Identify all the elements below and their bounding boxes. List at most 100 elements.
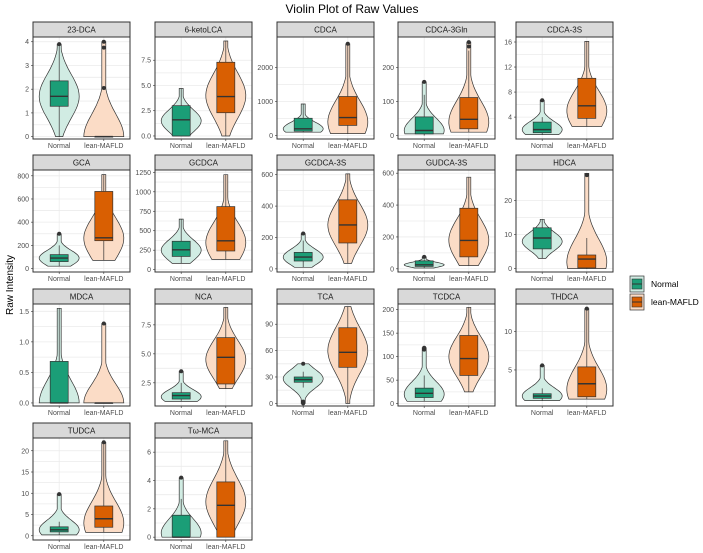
y-tick-label: 200 [382, 234, 394, 241]
y-tick-label: 2.5 [141, 108, 151, 115]
box [94, 191, 114, 242]
legend-label: lean-MAFLD [651, 297, 699, 307]
facet-panel: 0 200 400 600 800 Normal lean-MAFLD GCA [17, 154, 131, 283]
box [338, 199, 358, 244]
x-tick-label: lean-MAFLD [206, 143, 245, 150]
facet-strip [515, 154, 614, 171]
outlier-point [101, 86, 106, 90]
y-tick-label: 0 [147, 267, 151, 274]
chart-title: Violin Plot of Raw Values [286, 2, 419, 16]
y-tick-label: 1000 [257, 99, 273, 106]
facet-panel: 0 2 4 6 Normal lean-MAFLD Tω-MCA [147, 422, 253, 551]
y-tick-label: 6 [147, 450, 151, 457]
facet-title: GCDCA [189, 159, 219, 168]
y-tick-label: 4 [25, 39, 29, 46]
y-tick-label: 2 [25, 87, 29, 94]
y-tick-label: 5 [508, 367, 512, 374]
y-tick-label: 20 [21, 448, 29, 455]
x-tick-label: lean-MAFLD [206, 410, 245, 417]
facet-panel: 2.5 5.0 7.5 Normal lean-MAFLD NCA [141, 288, 253, 417]
facet-title: GUDCA-3S [426, 159, 467, 168]
x-tick-label: lean-MAFLD [206, 276, 245, 283]
box [459, 97, 479, 130]
facet-strip [154, 154, 253, 171]
y-axis-label: Raw Intensity [5, 255, 16, 315]
y-tick-label: 750 [139, 209, 151, 216]
facet-title: CDCA-3S [547, 26, 582, 35]
facet-panel: 0 1 2 3 4 Normal lean-MAFLD 23-DCA [25, 21, 131, 150]
y-tick-label: 4 [147, 478, 151, 485]
violin-1 [566, 173, 608, 269]
x-tick-label: lean-MAFLD [84, 544, 123, 551]
facet-strip [32, 21, 131, 38]
outlier-point [57, 492, 62, 497]
box [216, 61, 236, 114]
x-tick-label: lean-MAFLD [328, 143, 367, 150]
y-tick-label: 400 [382, 203, 394, 210]
box [532, 121, 552, 134]
outlier-point [179, 475, 184, 480]
box [49, 80, 69, 107]
box [94, 505, 114, 528]
x-tick-label: Normal [531, 410, 554, 417]
y-tick-label: 90 [265, 322, 273, 329]
facet-panel: 4 8 12 16 Normal lean-MAFLD CDCA-3S [504, 21, 614, 150]
box [577, 77, 597, 119]
y-tick-label: 400 [17, 220, 29, 227]
x-tick-label: lean-MAFLD [328, 276, 367, 283]
facet-strip [515, 288, 614, 305]
outlier-point [101, 321, 106, 326]
y-tick-label: 150 [382, 331, 394, 338]
y-tick-label: 10 [21, 491, 29, 498]
violin-1 [83, 323, 125, 404]
x-tick-label: lean-MAFLD [567, 410, 606, 417]
y-tick-label: 1000 [135, 189, 151, 196]
y-tick-label: 200 [382, 65, 394, 72]
x-tick-label: Normal [413, 276, 436, 283]
box [216, 206, 236, 252]
x-tick-label: lean-MAFLD [84, 410, 123, 417]
facet-title: TCDCA [433, 293, 461, 302]
y-tick-label: 800 [17, 173, 29, 180]
y-tick-label: 1250 [135, 170, 151, 177]
x-tick-label: lean-MAFLD [84, 143, 123, 150]
outlier-point [101, 45, 106, 50]
y-tick-label: 400 [261, 204, 273, 211]
y-tick-label: 7.5 [141, 322, 151, 329]
facet-panel: 0 50 100 150 200 Normal lean-MAFLD TCDCA [382, 288, 496, 417]
y-tick-label: 500 [139, 228, 151, 235]
y-tick-label: 600 [261, 172, 273, 179]
box [459, 207, 479, 258]
box [171, 105, 191, 137]
y-tick-label: 10 [504, 329, 512, 336]
y-tick-label: 2.5 [141, 380, 151, 387]
y-tick-label: 600 [382, 171, 394, 178]
facet-strip [154, 21, 253, 38]
x-tick-label: Normal [292, 410, 315, 417]
box [49, 361, 69, 404]
y-tick-label: 0 [25, 266, 29, 273]
outlier-point [422, 79, 427, 84]
y-tick-label: 1.5 [19, 309, 29, 316]
y-tick-label: 20 [504, 198, 512, 205]
x-tick-label: lean-MAFLD [567, 276, 606, 283]
x-tick-label: Normal [413, 410, 436, 417]
x-tick-label: lean-MAFLD [449, 276, 488, 283]
facet-panel: 0 30 60 90 Normal lean-MAFLD TCA [265, 288, 375, 417]
facet-strip [154, 288, 253, 305]
y-tick-label: 2 [147, 506, 151, 513]
facet-panel: 5 10 Normal lean-MAFLD THDCA [504, 288, 614, 417]
x-tick-label: Normal [48, 143, 71, 150]
outlier-point [422, 345, 427, 350]
y-tick-label: 5.0 [141, 83, 151, 90]
x-tick-label: lean-MAFLD [206, 544, 245, 551]
outlier-point [584, 306, 589, 311]
box [338, 96, 358, 126]
facet-title: TUDCA [68, 427, 96, 436]
facet-title: GCDCA-3S [305, 159, 346, 168]
facet-panel: 0 200 400 600 Normal lean-MAFLD GCDCA-3S [261, 154, 375, 283]
outlier-point [57, 42, 62, 47]
y-tick-label: 10 [504, 232, 512, 239]
facet-title: CDCA-3Gln [425, 26, 467, 35]
y-tick-label: 0 [269, 401, 273, 408]
